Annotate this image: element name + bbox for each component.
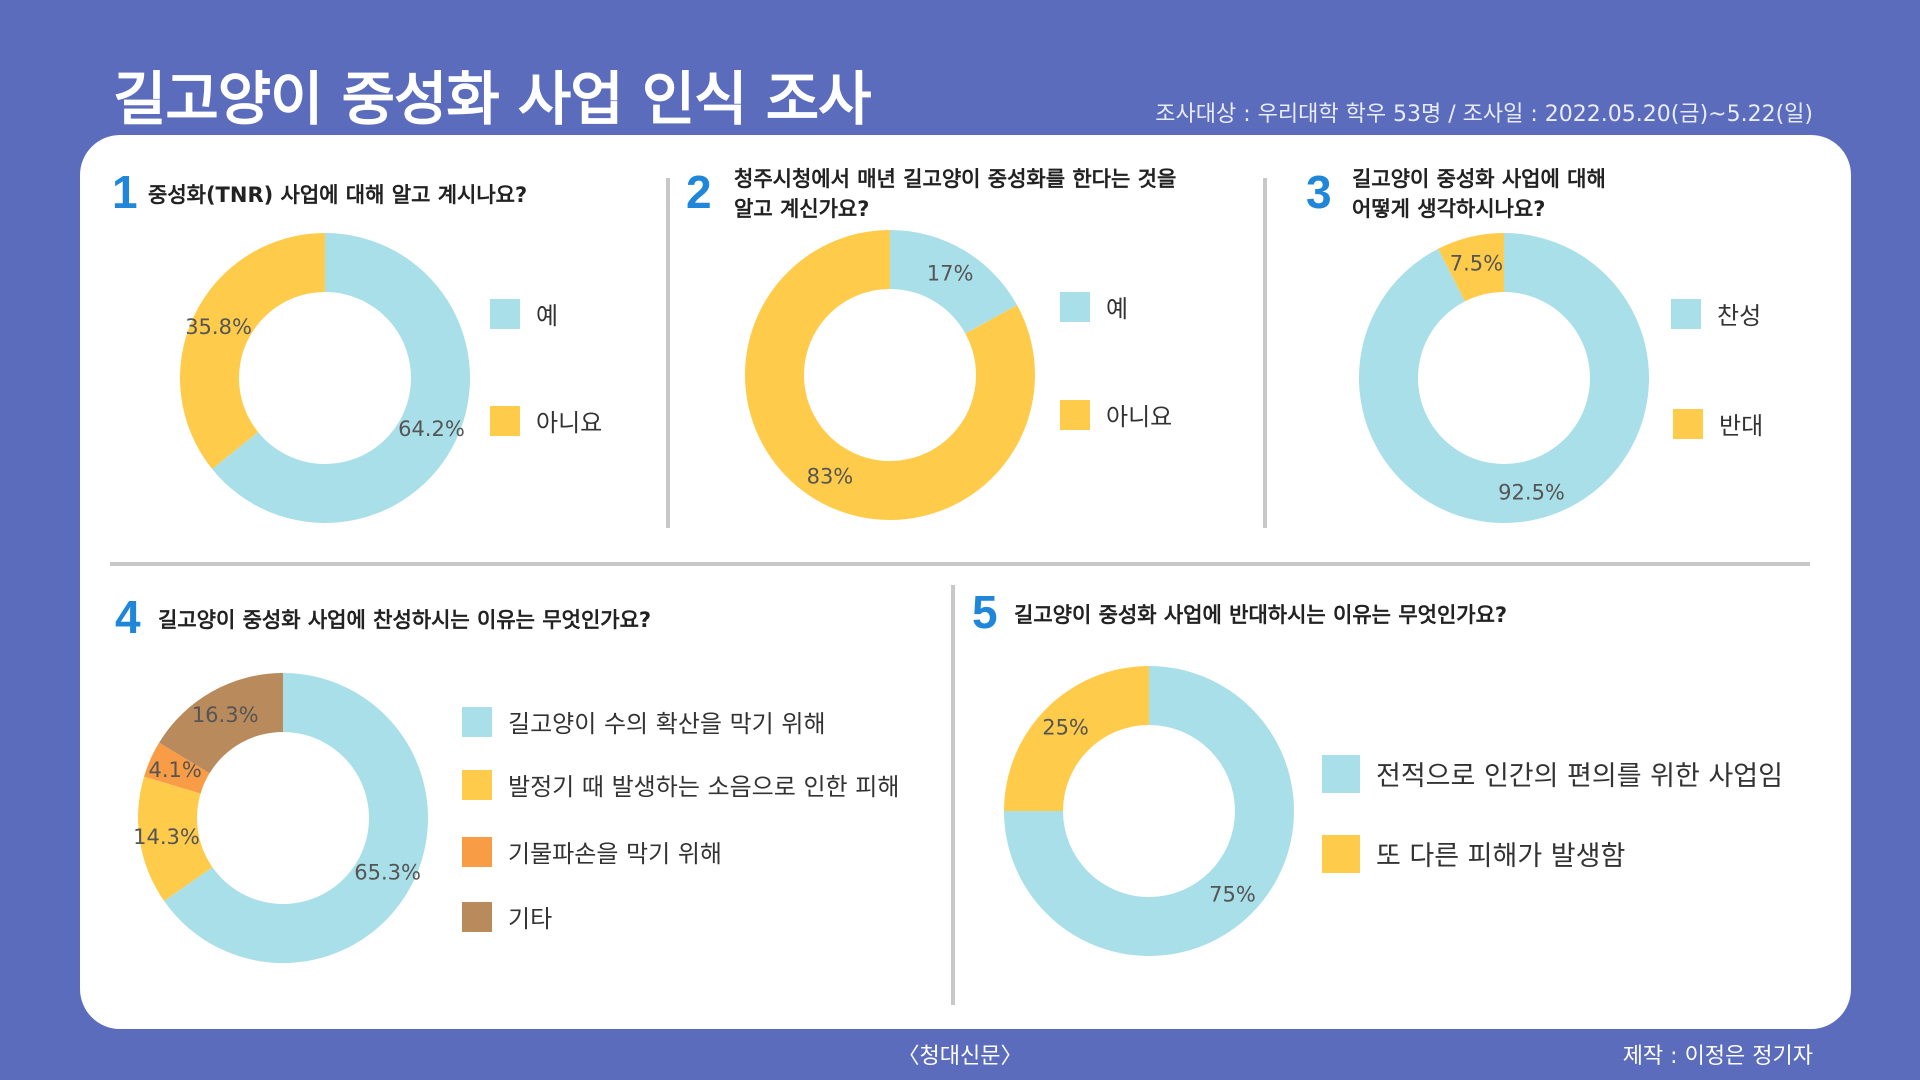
question-text-line: 알고 계신가요? (734, 197, 870, 221)
divider (951, 585, 955, 1005)
data-label: 17% (927, 261, 974, 285)
legend-swatch (1322, 754, 1360, 793)
legend-item: 찬성 (1671, 296, 1761, 331)
data-label: 25% (1042, 716, 1089, 740)
legend-swatch (462, 836, 492, 867)
data-label: 75% (1209, 882, 1256, 906)
question-text-line: 길고양이 중성화 사업에 대해 (1352, 167, 1606, 191)
data-label: 7.5% (1450, 251, 1503, 275)
legend-swatch (462, 769, 492, 800)
legend-item: 또 다른 피해가 발생함 (1322, 834, 1625, 873)
legend-item: 예 (490, 296, 558, 331)
donut-slice (744, 230, 1035, 520)
legend-item: 반대 (1673, 406, 1763, 441)
donut-slice (1004, 666, 1294, 956)
question-text: 길고양이 중성화 사업에 찬성하시는 이유는 무엇인가요? (158, 608, 652, 632)
data-label: 65.3% (354, 861, 421, 885)
donut-slice (1438, 233, 1504, 302)
question-text-line: 어떻게 생각하시나요? (1352, 197, 1546, 221)
legend-item: 발정기 때 발생하는 소음으로 인한 피해 (462, 767, 899, 802)
question-text: 길고양이 중성화 사업에 대해 어떻게 생각하시나요? (1352, 164, 1606, 224)
donut-slice (138, 776, 213, 902)
legend-label: 찬성 (1717, 302, 1762, 330)
data-label: 92.5% (1498, 481, 1565, 505)
question-number: 3 (1306, 166, 1332, 218)
legend-swatch (462, 706, 492, 737)
question-number: 4 (115, 591, 141, 643)
legend-label: 예 (1106, 295, 1129, 323)
legend-label: 반대 (1719, 412, 1764, 440)
legend-swatch (1322, 834, 1360, 873)
legend-swatch (1060, 399, 1090, 430)
legend-item: 길고양이 수의 확산을 막기 위해 (462, 704, 826, 739)
donut-slice (144, 742, 210, 794)
donut-slice (179, 233, 325, 470)
legend-label: 아니요 (536, 409, 603, 437)
legend-item: 아니요 (1060, 397, 1172, 432)
legend-label: 길고양이 수의 확산을 막기 위해 (508, 710, 826, 738)
data-label: 35.8% (185, 315, 252, 339)
legend-label: 기물파손을 막기 위해 (508, 840, 722, 868)
question-number: 5 (972, 586, 998, 638)
legend-swatch (1060, 291, 1090, 322)
page-title: 길고양이 중성화 사업 인식 조사 (113, 65, 871, 133)
data-label: 14.3% (133, 825, 200, 849)
divider (666, 178, 670, 528)
legend-item: 아니요 (490, 403, 602, 438)
legend-label: 전적으로 인간의 편의를 위한 사업임 (1376, 761, 1783, 792)
legend-label: 예 (536, 302, 559, 330)
legend-label: 발정기 때 발생하는 소음으로 인한 피해 (508, 773, 900, 801)
source-label: 〈청대신문〉 (897, 1044, 1023, 1069)
legend-swatch (490, 298, 520, 329)
legend-label: 기타 (508, 905, 553, 933)
survey-info: 조사대상 : 우리대학 학우 53명 / 조사일 : 2022.05.20(금)… (1155, 102, 1813, 127)
question-number: 1 (112, 166, 138, 218)
legend-item: 예 (1060, 289, 1128, 324)
legend-swatch (462, 901, 492, 932)
legend-item: 기타 (462, 899, 552, 934)
legend-item: 전적으로 인간의 편의를 위한 사업임 (1322, 754, 1783, 793)
legend-label: 또 다른 피해가 발생함 (1376, 841, 1626, 872)
donut-slice (212, 233, 470, 523)
legend-swatch (490, 405, 520, 436)
question-text: 청주시청에서 매년 길고양이 중성화를 한다는 것을 알고 계신가요? (734, 164, 1176, 224)
question-text: 중성화(TNR) 사업에 대해 알고 계시나요? (148, 183, 528, 207)
question-text: 길고양이 중성화 사업에 반대하시는 이유는 무엇인가요? (1014, 603, 1508, 627)
data-label: 16.3% (192, 703, 259, 727)
data-label: 83% (807, 465, 854, 489)
divider (1263, 178, 1267, 528)
data-label: 64.2% (398, 417, 465, 441)
donut-slice (890, 230, 1018, 334)
credit-label: 제작 : 이정은 정기자 (1622, 1044, 1813, 1069)
donut-slice (159, 673, 283, 774)
legend-swatch (1673, 408, 1703, 439)
donut-slice (164, 673, 428, 963)
divider (110, 562, 1810, 566)
legend-item: 기물파손을 막기 위해 (462, 834, 722, 869)
donut-slice (1004, 666, 1149, 811)
legend-swatch (1671, 298, 1701, 329)
legend-label: 아니요 (1106, 403, 1173, 431)
question-number: 2 (686, 166, 712, 218)
donut-slice (1358, 233, 1649, 524)
question-text-line: 청주시청에서 매년 길고양이 중성화를 한다는 것을 (734, 167, 1177, 191)
